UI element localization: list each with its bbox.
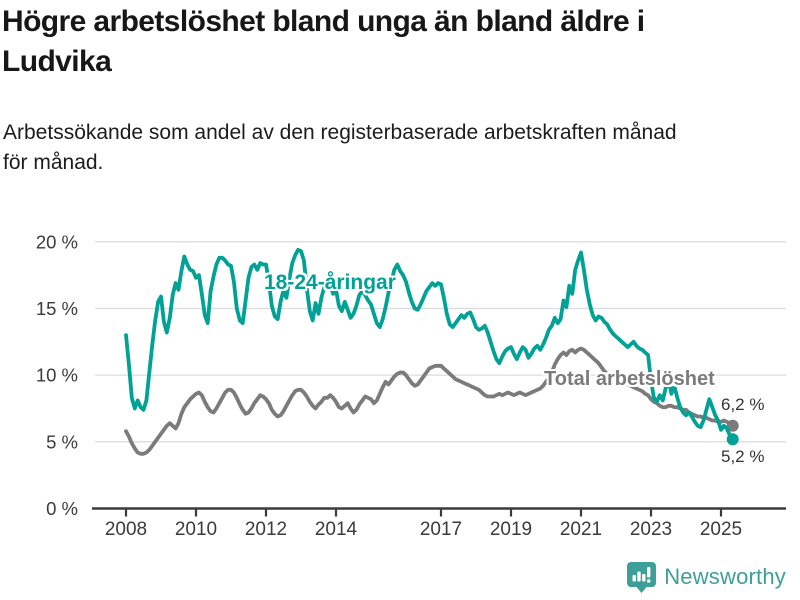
y-tick-label: 5 %: [46, 431, 78, 452]
y-tick-label: 10 %: [36, 365, 78, 386]
x-tick-label: 2017: [420, 519, 462, 540]
x-tick-label: 2008: [105, 519, 147, 540]
bar-chart-speech-bubble-icon: [627, 562, 657, 593]
x-tick-label: 2010: [175, 519, 217, 540]
end-dot-18-24-åringar: [726, 433, 739, 446]
series-label-young: 18-24-åringar: [264, 271, 396, 294]
brand-name: Newsworthy: [664, 564, 786, 589]
line-18-24-åringar: [124, 247, 735, 442]
x-tick-label: 2025: [700, 519, 742, 540]
end-dot-Total arbetslöshet: [726, 419, 739, 432]
series-label-total: Total arbetslöshet: [544, 368, 715, 390]
y-tick-label: 15 %: [36, 298, 78, 319]
page-subtitle: Arbetssökande som andel av den registerb…: [3, 121, 677, 174]
y-tick-label: 0 %: [46, 498, 78, 519]
x-tick-label: 2014: [315, 519, 358, 540]
newsworthy-logo: Newsworthy: [626, 561, 786, 593]
x-tick-label: 2012: [245, 519, 287, 540]
line-Total arbetslöshet: [124, 346, 735, 456]
end-value-label-young: 5,2 %: [721, 447, 765, 466]
x-tick-label: 2019: [490, 519, 532, 540]
x-tick-label: 2023: [630, 519, 672, 540]
end-value-label-total: 6,2 %: [721, 395, 765, 414]
x-tick-label: 2021: [560, 519, 602, 540]
page-title: Högre arbetslöshet bland unga än bland ä…: [2, 5, 645, 78]
y-tick-label: 20 %: [36, 231, 78, 252]
